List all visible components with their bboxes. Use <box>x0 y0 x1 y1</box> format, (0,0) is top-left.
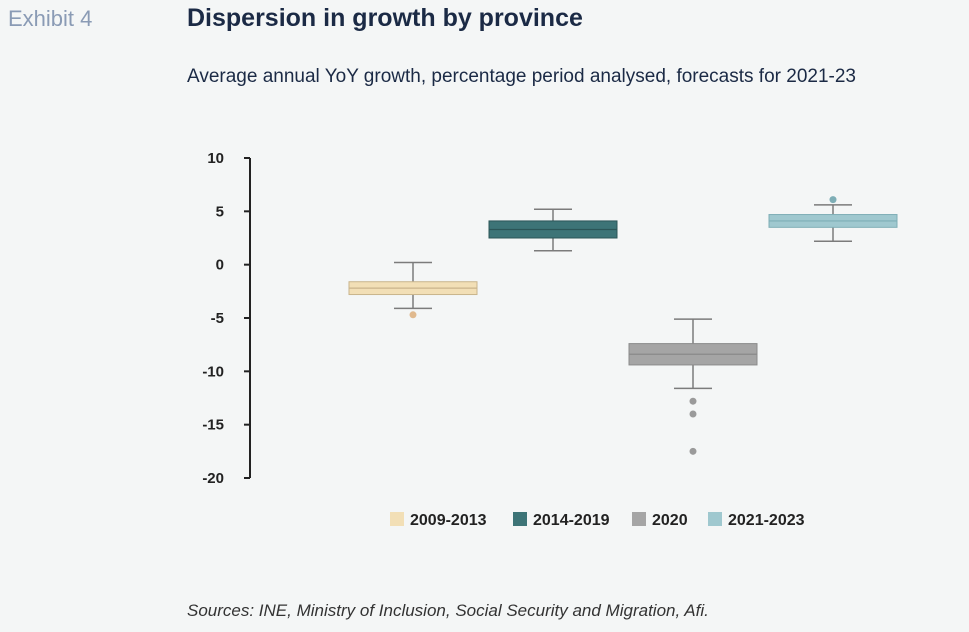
y-axis: 10 5 0 -5 -10 -15 -20 <box>202 150 251 487</box>
y-tick-label: -15 <box>202 417 224 434</box>
outlier-point <box>409 311 417 319</box>
legend-swatch <box>390 512 404 526</box>
legend-item-2020: 2020 <box>632 512 688 529</box>
y-tick-label: 5 <box>216 203 224 220</box>
outlier-point <box>829 196 837 204</box>
legend-label: 2020 <box>652 512 688 529</box>
legend-swatch <box>513 512 527 526</box>
legend-label: 2014-2019 <box>533 512 610 529</box>
legend-swatch <box>708 512 722 526</box>
chart-title: Dispersion in growth by province <box>187 4 583 32</box>
legend-label: 2009-2013 <box>410 512 487 529</box>
outlier-point <box>689 410 697 418</box>
source-note: Sources: INE, Ministry of Inclusion, Soc… <box>187 601 709 620</box>
exhibit-label: Exhibit 4 <box>8 6 93 31</box>
legend-label: 2021-2023 <box>728 512 805 529</box>
box-2020 <box>628 318 758 455</box>
box-2009-2013 <box>348 261 478 319</box>
legend-swatch <box>632 512 646 526</box>
legend: 2009-2013 2014-2019 2020 2021-2023 <box>390 512 805 529</box>
box-series-group <box>348 196 898 455</box>
legend-item-2021-2023: 2021-2023 <box>708 512 805 529</box>
box-2014-2019 <box>488 208 618 252</box>
y-tick-label: 0 <box>216 257 224 274</box>
y-tick-label: 10 <box>207 150 224 167</box>
legend-item-2009-2013: 2009-2013 <box>390 512 487 529</box>
y-tick-label: -20 <box>202 470 224 487</box>
legend-item-2014-2019: 2014-2019 <box>513 512 610 529</box>
y-tick-label: -10 <box>202 363 224 380</box>
outlier-point <box>689 447 697 455</box>
box-2021-2023 <box>768 196 898 242</box>
y-tick-label: -5 <box>211 310 224 327</box>
chart-subtitle: Average annual YoY growth, percentage pe… <box>187 66 856 87</box>
outlier-point <box>689 397 697 405</box>
